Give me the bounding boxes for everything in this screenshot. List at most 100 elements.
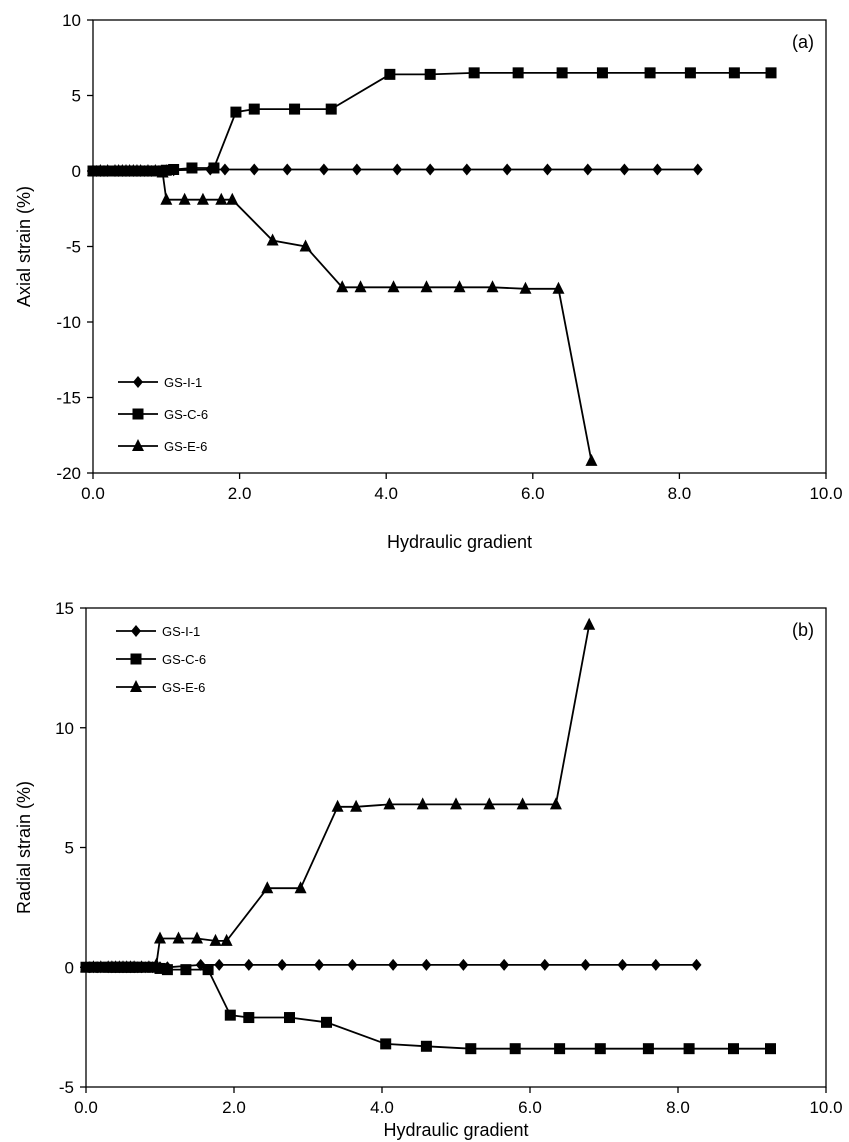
- data-point: [331, 799, 344, 812]
- x-axis-label: Hydraulic gradient: [383, 1120, 528, 1140]
- data-point: [261, 881, 274, 894]
- data-point: [149, 164, 162, 176]
- data-point: [483, 797, 496, 810]
- data-point: [243, 958, 254, 971]
- data-point: [728, 1043, 739, 1055]
- legend-marker: [131, 625, 141, 637]
- legend-marker: [130, 680, 142, 692]
- data-point: [692, 163, 703, 176]
- y-axis-label: Radial strain (%): [14, 781, 34, 914]
- data-point: [392, 163, 403, 176]
- data-point: [208, 162, 220, 174]
- data-point: [191, 931, 203, 944]
- legend-marker: [132, 439, 144, 451]
- data-point: [294, 881, 307, 894]
- data-point: [765, 67, 777, 79]
- data-point: [351, 163, 362, 176]
- series-gs-c-6: [87, 67, 777, 177]
- data-point: [168, 163, 180, 175]
- y-axis-label: Axial strain (%): [14, 186, 34, 307]
- data-point: [502, 163, 513, 176]
- chart-panel-a: 0.0 2.0 4.0 6.0 8.0 10.0 -20 -15 -10 -5 0 5 10 Hydrau…: [14, 11, 843, 552]
- data-point: [160, 164, 172, 176]
- x-tick-label: 10.0: [809, 484, 842, 503]
- data-point: [728, 67, 740, 79]
- data-point: [539, 958, 550, 971]
- x-tick-label: 4.0: [370, 1098, 394, 1117]
- data-point: [486, 280, 499, 293]
- data-point: [765, 1043, 776, 1055]
- x-tick-label: 0.0: [81, 484, 105, 503]
- data-point: [583, 617, 596, 630]
- data-point: [350, 799, 363, 812]
- data-point: [230, 106, 242, 118]
- x-tick-label: 2.0: [222, 1098, 246, 1117]
- data-point: [416, 797, 429, 810]
- y-tick-label: -10: [56, 313, 81, 332]
- y-tick-label: 10: [55, 719, 74, 738]
- y-tick-label: 10: [62, 11, 81, 30]
- y-tick-label: 5: [65, 839, 74, 858]
- y-tick-label: -15: [56, 389, 81, 408]
- data-point: [380, 1038, 392, 1050]
- x-tick-label: 8.0: [666, 1098, 690, 1117]
- data-point: [186, 162, 198, 174]
- data-point: [453, 280, 466, 293]
- data-point: [178, 192, 191, 205]
- plot-area: [92, 19, 827, 474]
- data-point: [421, 958, 432, 971]
- panel-label: (a): [792, 32, 814, 52]
- data-point: [318, 163, 329, 176]
- y-tick-label: -20: [56, 464, 81, 483]
- data-point: [388, 958, 399, 971]
- series-line: [86, 624, 591, 969]
- x-tick-label: 6.0: [521, 484, 545, 503]
- data-point: [542, 163, 553, 176]
- data-point: [150, 957, 163, 970]
- data-point: [650, 958, 661, 971]
- data-point: [683, 1043, 695, 1055]
- series-gs-i-1: [81, 958, 702, 974]
- panel-label: (b): [792, 620, 814, 640]
- legend-label: GS-C-6: [162, 652, 206, 667]
- legend-label: GS-C-6: [164, 407, 208, 422]
- data-point: [220, 933, 233, 946]
- data-point: [243, 1012, 255, 1024]
- data-point: [219, 163, 230, 176]
- data-point: [519, 281, 532, 294]
- legend: GS-I-1 GS-C-6 GS-E-6: [116, 624, 206, 695]
- data-point: [580, 958, 591, 971]
- data-point: [458, 958, 469, 971]
- data-point: [585, 453, 598, 466]
- data-point: [196, 192, 209, 205]
- x-tick-label: 8.0: [668, 484, 692, 503]
- data-point: [387, 280, 400, 293]
- data-point: [684, 67, 696, 79]
- data-point: [354, 280, 367, 293]
- data-point: [336, 280, 349, 293]
- data-point: [461, 163, 472, 176]
- legend-label: GS-I-1: [164, 375, 202, 390]
- legend: GS-I-1 GS-C-6 GS-E-6: [118, 375, 208, 454]
- series-line: [86, 966, 771, 1050]
- y-tick-label: 0: [65, 958, 74, 977]
- data-point: [282, 163, 293, 176]
- data-point: [248, 103, 260, 115]
- data-point: [468, 67, 480, 79]
- x-axis-label: Hydraulic gradient: [387, 532, 532, 552]
- data-point: [556, 67, 568, 79]
- series-gs-e-6: [80, 617, 596, 973]
- data-point: [325, 103, 337, 115]
- legend-label: GS-E-6: [164, 439, 207, 454]
- series-line: [93, 72, 771, 172]
- data-point: [652, 163, 663, 176]
- data-point: [161, 964, 173, 976]
- data-point: [299, 239, 312, 252]
- data-point: [226, 192, 239, 205]
- data-point: [516, 797, 529, 810]
- legend-marker: [133, 376, 143, 388]
- data-point: [617, 958, 628, 971]
- legend-label: GS-I-1: [162, 624, 200, 639]
- data-point: [552, 281, 565, 294]
- data-point: [499, 958, 510, 971]
